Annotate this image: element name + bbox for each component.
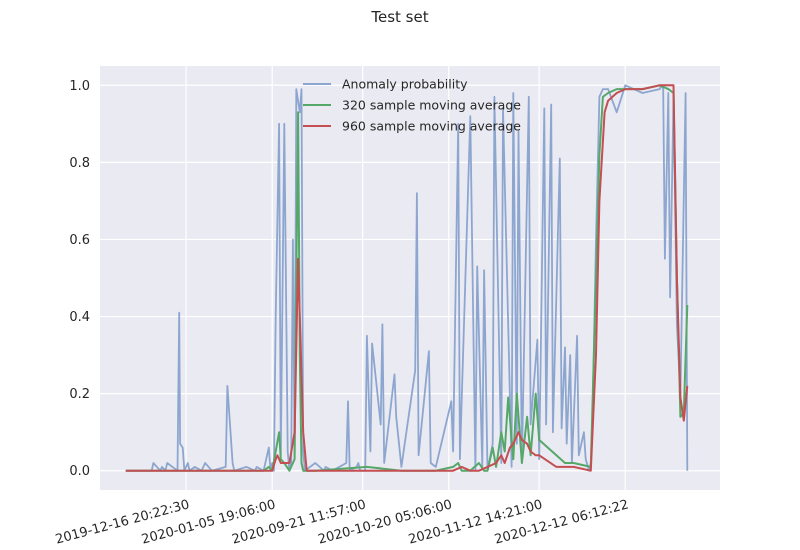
plot-background bbox=[100, 66, 720, 490]
y-tick-label: 0.2 bbox=[69, 387, 90, 402]
legend-label: 960 sample moving average bbox=[342, 119, 521, 134]
y-tick-label: 0.0 bbox=[69, 464, 90, 479]
series-line-3 bbox=[125, 84, 689, 472]
series-line-2 bbox=[125, 84, 689, 472]
y-tick-label: 0.6 bbox=[69, 233, 90, 248]
y-tick-label: 0.4 bbox=[69, 310, 90, 325]
series-layer bbox=[125, 84, 689, 472]
legend-label: 320 sample moving average bbox=[342, 98, 521, 113]
chart-title: Test set bbox=[370, 8, 428, 26]
legend: Anomaly probability 320 sample moving ave… bbox=[303, 77, 521, 134]
legend-label: Anomaly probability bbox=[342, 77, 468, 92]
y-tick-label: 0.8 bbox=[69, 156, 90, 171]
y-axis: 0.0 0.2 0.4 0.6 0.8 1.0 bbox=[69, 79, 90, 479]
y-tick-label: 1.0 bbox=[69, 79, 90, 94]
